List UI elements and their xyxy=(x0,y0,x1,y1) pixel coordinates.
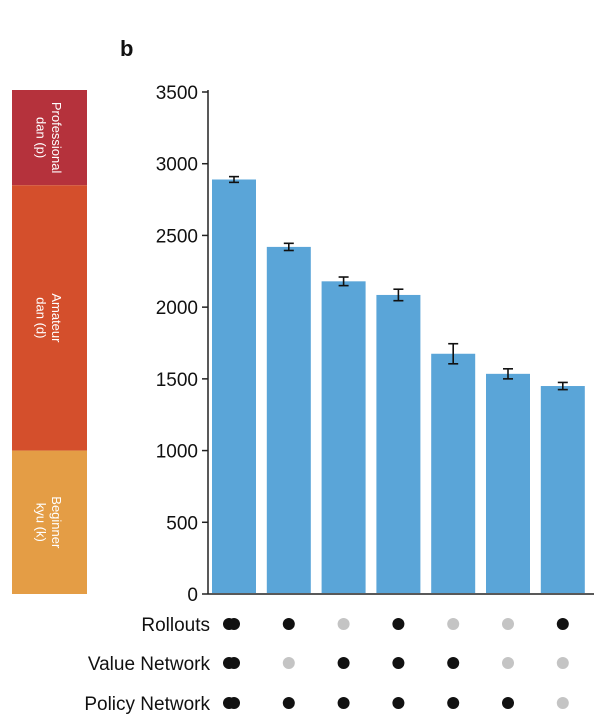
component-dot xyxy=(228,657,240,669)
component-dot xyxy=(392,657,405,669)
component-dot xyxy=(556,657,569,669)
component-dot xyxy=(337,697,350,709)
component-dot xyxy=(392,697,405,709)
bar-2 xyxy=(266,246,311,593)
component-label-rollouts: Rollouts xyxy=(141,615,210,636)
component-dot xyxy=(447,618,460,630)
rank-band-1 xyxy=(12,185,87,451)
rank-bands: Professionaldan (p) Amateurdan (d) Beginne… xyxy=(12,90,87,594)
y-tick-label: 1500 xyxy=(156,370,198,391)
y-tick-label: 1000 xyxy=(156,442,198,463)
component-dot xyxy=(228,697,240,709)
component-dot xyxy=(502,697,514,709)
y-tick-label: 3000 xyxy=(156,155,198,176)
component-dot xyxy=(282,657,295,669)
y-tick-label: 2000 xyxy=(156,298,198,319)
rank-band-label-0: Professionaldan (p) xyxy=(34,102,65,174)
component-matrix: Rollouts Value Network Policy Network xyxy=(84,615,569,715)
component-dot xyxy=(556,697,569,709)
bar-1 xyxy=(212,179,256,593)
bar-4 xyxy=(376,294,421,593)
component-dot xyxy=(502,618,514,630)
component-dot xyxy=(556,618,569,630)
bars xyxy=(212,175,585,593)
component-dot xyxy=(392,618,405,630)
rank-band-label-2: Beginnerkyu (k) xyxy=(34,496,65,549)
y-tick-label: 2500 xyxy=(156,226,198,247)
rank-band-label-1: Amateurdan (d) xyxy=(34,293,65,343)
bar-5 xyxy=(431,353,476,593)
component-dot xyxy=(228,618,240,630)
y-tick-label: 0 xyxy=(187,585,198,606)
bar-7 xyxy=(540,386,585,593)
component-dot xyxy=(337,657,350,669)
component-dot xyxy=(282,697,295,709)
y-tick-label: 500 xyxy=(166,513,198,534)
component-dot xyxy=(447,657,460,669)
y-axis: 0 500 1000 1500 2000 2500 3000 3500 xyxy=(156,83,594,606)
component-label-policy-network: Policy Network xyxy=(84,694,210,715)
component-dot xyxy=(502,657,514,669)
component-dot xyxy=(282,618,295,630)
bar-6 xyxy=(486,373,530,593)
rank-band-0 xyxy=(12,90,87,186)
panel-label: b xyxy=(120,36,133,61)
component-label-value-network: Value Network xyxy=(88,654,211,675)
y-tick-label: 3500 xyxy=(156,83,198,104)
component-dot xyxy=(447,697,460,709)
component-dot xyxy=(337,618,350,630)
bar-3 xyxy=(321,281,366,593)
rank-band-2 xyxy=(12,450,87,594)
